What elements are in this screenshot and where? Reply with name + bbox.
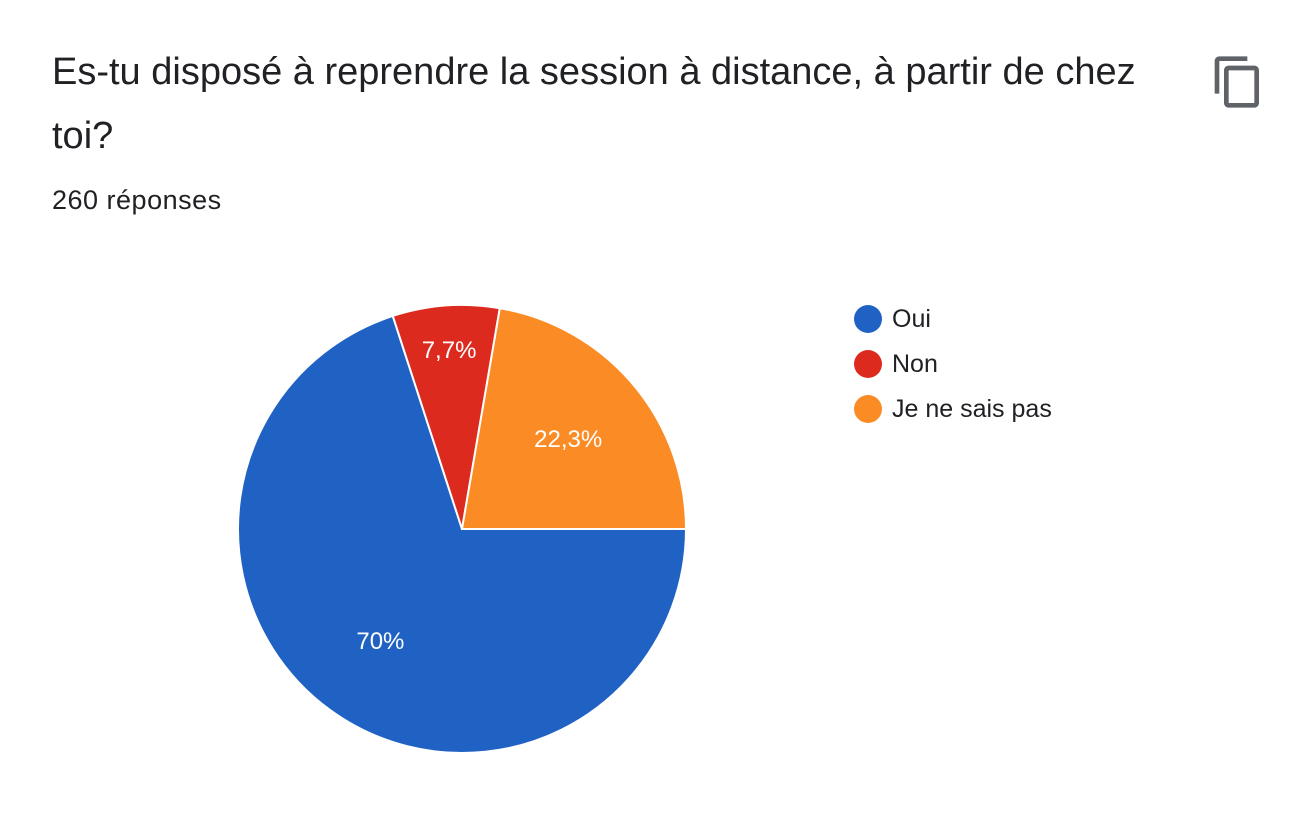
copy-icon [1214, 56, 1259, 108]
legend: Oui Non Je ne sais pas [854, 296, 1052, 431]
legend-item-je-ne-sais-pas[interactable]: Je ne sais pas [854, 386, 1052, 431]
legend-item-oui[interactable]: Oui [854, 296, 1052, 341]
legend-label-oui: Oui [892, 304, 931, 333]
legend-label-non: Non [892, 349, 938, 378]
legend-swatch-oui [854, 304, 882, 333]
copy-chart-button[interactable] [1200, 44, 1276, 120]
pie-slice-oui[interactable] [237, 314, 688, 754]
legend-item-non[interactable]: Non [854, 341, 1052, 386]
slice-label-je-ne-sais-pas: 22,3% [534, 426, 602, 453]
legend-label-je-ne-sais-pas: Je ne sais pas [892, 394, 1052, 423]
legend-swatch-je-ne-sais-pas [854, 394, 882, 423]
pie-slice-non[interactable] [391, 304, 501, 530]
slice-label-oui: 70% [356, 628, 404, 655]
response-count: 260 réponses [52, 185, 222, 215]
question-title: Es-tu disposé à reprendre la session à d… [52, 51, 1136, 157]
slice-label-non: 7,7% [422, 337, 477, 364]
pie-slice-je-ne-sais-pas[interactable] [460, 307, 688, 530]
legend-swatch-non [854, 349, 882, 378]
